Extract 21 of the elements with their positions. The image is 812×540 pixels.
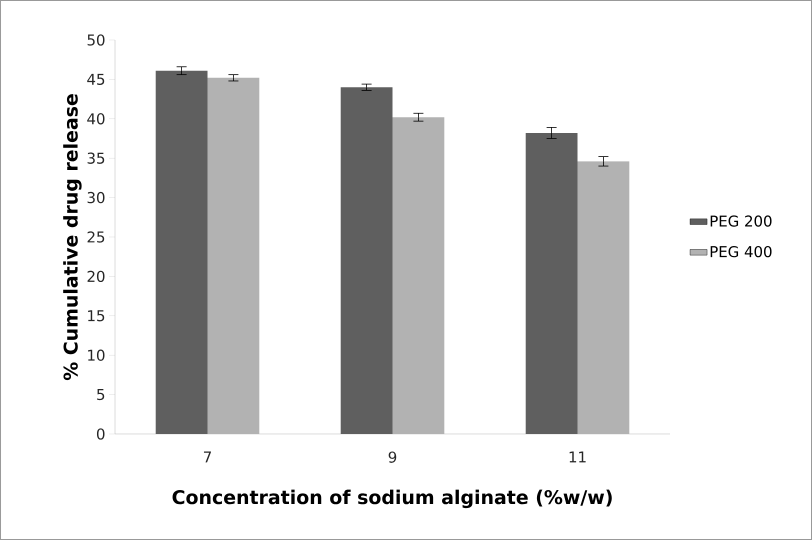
- x-tick-label: 9: [388, 452, 396, 463]
- y-tick-label: 40: [87, 113, 104, 124]
- y-tick-label: 0: [96, 428, 104, 440]
- bar: [340, 87, 393, 434]
- y-tick-label: 50: [88, 34, 104, 46]
- legend-label: PEG 200: [710, 215, 772, 227]
- x-tick-label: 7: [204, 452, 211, 462]
- y-axis-title: % Cumulative drug release: [63, 94, 82, 380]
- y-tick-label: 10: [88, 350, 104, 361]
- y-tick-label: 25: [88, 231, 104, 243]
- legend-label: PEG 400: [710, 246, 772, 258]
- x-axis-title: Concentration of sodium alginate (%w/w): [172, 490, 612, 508]
- y-tick-label: 30: [88, 192, 104, 204]
- bar: [156, 70, 208, 434]
- y-tick-label: 20: [88, 270, 104, 282]
- x-tick-label: 11: [570, 452, 586, 462]
- y-tick-label: 35: [88, 152, 104, 164]
- bar: [526, 132, 578, 434]
- y-tick-label: 15: [88, 310, 104, 322]
- y-tick-label: 5: [97, 389, 104, 400]
- y-tick-label: 45: [87, 74, 104, 85]
